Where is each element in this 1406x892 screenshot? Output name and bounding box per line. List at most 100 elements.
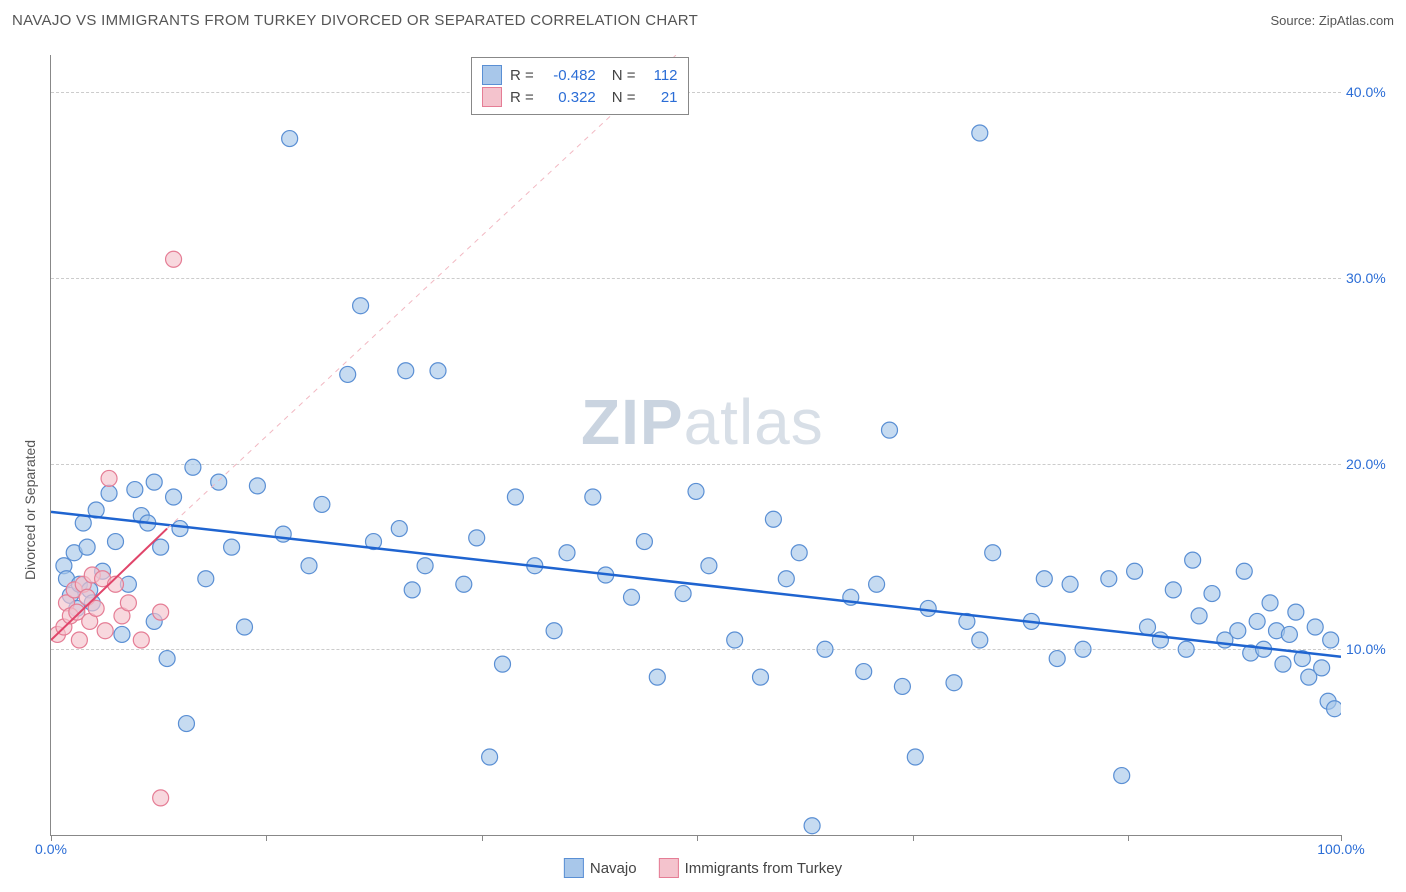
scatter-point [79,539,95,555]
r-label: R = [510,67,534,84]
scatter-point [166,489,182,505]
stats-swatch [482,65,502,85]
regression-line-extension [167,55,696,529]
scatter-point [1275,656,1291,672]
scatter-point [249,478,265,494]
chart-title: NAVAJO VS IMMIGRANTS FROM TURKEY DIVORCE… [12,12,698,29]
scatter-point [224,539,240,555]
scatter-point [404,582,420,598]
legend-label: Navajo [590,860,637,877]
scatter-point [75,515,91,531]
scatter-point [198,571,214,587]
stats-row: R = 0.322 N = 21 [482,87,678,107]
scatter-point [1075,641,1091,657]
scatter-point [1262,595,1278,611]
scatter-point [456,576,472,592]
stats-row: R =-0.482N =112 [482,65,678,85]
scatter-point [146,474,162,490]
scatter-point [675,586,691,602]
y-tick-label: 30.0% [1346,270,1401,286]
scatter-point [546,623,562,639]
scatter-point [907,749,923,765]
scatter-point [869,576,885,592]
x-tick-mark [1128,835,1129,841]
scatter-point [101,485,117,501]
scatter-point [791,545,807,561]
n-label: N = [612,89,636,106]
y-tick-label: 20.0% [1346,456,1401,472]
scatter-point [701,558,717,574]
x-tick-mark [697,835,698,841]
scatter-point [1152,632,1168,648]
scatter-point [153,790,169,806]
scatter-point [1062,576,1078,592]
scatter-point [894,678,910,694]
scatter-point [108,534,124,550]
scatter-point [166,251,182,267]
scatter-point [71,632,87,648]
scatter-point [1249,613,1265,629]
scatter-point [1114,768,1130,784]
x-tick-mark [913,835,914,841]
scatter-point [120,595,136,611]
y-tick-label: 10.0% [1346,641,1401,657]
scatter-point [765,511,781,527]
x-tick-label: 100.0% [1317,841,1364,857]
scatter-point [1230,623,1246,639]
scatter-point [804,818,820,834]
scatter-point [507,489,523,505]
y-tick-label: 40.0% [1346,84,1401,100]
scatter-point [624,589,640,605]
scatter-point [353,298,369,314]
scatter-point [920,600,936,616]
scatter-point [972,125,988,141]
scatter-point [1236,563,1252,579]
scatter-point [585,489,601,505]
x-tick-mark [266,835,267,841]
scatter-point [153,539,169,555]
scatter-point [946,675,962,691]
legend-swatch [564,858,584,878]
legend-item: Immigrants from Turkey [659,858,843,878]
legend-swatch [659,858,679,878]
scatter-point [1191,608,1207,624]
r-value: -0.482 [542,67,596,84]
scatter-point [301,558,317,574]
r-value: 0.322 [542,89,596,106]
scatter-point [636,534,652,550]
scatter-point [1049,651,1065,667]
scatter-point [817,641,833,657]
scatter-point [172,521,188,537]
scatter-point [559,545,575,561]
scatter-point [778,571,794,587]
scatter-point [1185,552,1201,568]
scatter-point [1140,619,1156,635]
scatter-point [153,604,169,620]
scatter-point [688,483,704,499]
legend-label: Immigrants from Turkey [685,860,843,877]
scatter-point [1204,586,1220,602]
stats-swatch [482,87,502,107]
scatter-point [727,632,743,648]
scatter-point [417,558,433,574]
scatter-point [133,632,149,648]
scatter-point [753,669,769,685]
n-label: N = [612,67,636,84]
scatter-point [482,749,498,765]
scatter-point [178,716,194,732]
scatter-point [159,651,175,667]
chart-plot-area: ZIPatlas R =-0.482N =112R = 0.322N = 21 … [50,55,1341,836]
r-label: R = [510,89,534,106]
source-label: Source: ZipAtlas.com [1270,13,1394,28]
x-tick-mark [482,835,483,841]
chart-header: NAVAJO VS IMMIGRANTS FROM TURKEY DIVORCE… [12,12,1394,29]
scatter-point [972,632,988,648]
scatter-point [97,623,113,639]
scatter-point [1323,632,1339,648]
scatter-point [398,363,414,379]
n-value: 21 [644,89,678,106]
scatter-point [649,669,665,685]
bottom-legend: Navajo Immigrants from Turkey [564,858,842,878]
scatter-point [1178,641,1194,657]
scatter-point [1288,604,1304,620]
